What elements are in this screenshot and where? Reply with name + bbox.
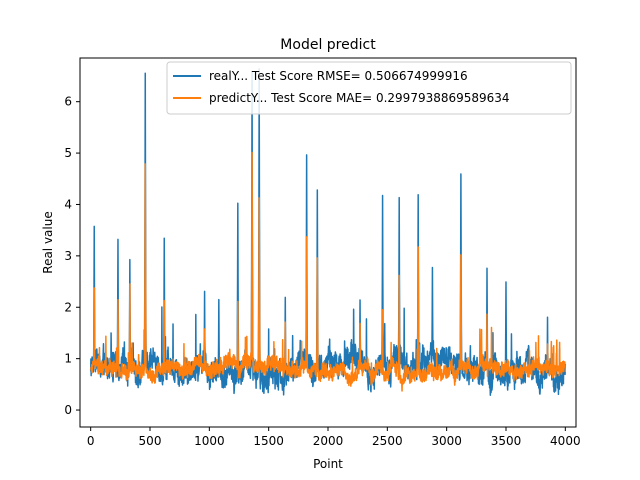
y-tick-label: 5 (64, 146, 72, 160)
x-tick-label: 2000 (313, 434, 344, 448)
y-tick-label: 4 (64, 197, 72, 211)
legend-entry-real: realY... Test Score RMSE= 0.506674999916 (209, 69, 468, 83)
x-tick-label: 4000 (550, 434, 581, 448)
x-tick-label: 1500 (253, 434, 284, 448)
series-layer (89, 68, 567, 396)
series-line-real (89, 68, 567, 396)
y-tick-label: 1 (64, 352, 72, 366)
series-line-predict (90, 151, 567, 392)
legend-box (166, 61, 572, 115)
x-tick-label: 3500 (491, 434, 522, 448)
x-tick-label: 0 (87, 434, 95, 448)
y-tick-label: 3 (64, 249, 72, 263)
x-axis: 0 500 1000 1500 2000 2500 3000 3500 4000 (87, 427, 581, 448)
chart-title: Model predict (280, 37, 376, 53)
y-axis: 0 1 2 3 4 5 6 (64, 95, 80, 417)
y-axis-label: Real value (41, 211, 55, 273)
x-tick-label: 3000 (431, 434, 462, 448)
x-tick-label: 2500 (372, 434, 403, 448)
x-tick-label: 500 (139, 434, 162, 448)
y-tick-label: 0 (64, 403, 72, 417)
legend-entry-predict: predictY... Test Score MAE= 0.2997938869… (209, 91, 510, 105)
x-tick-label: 1000 (194, 434, 225, 448)
y-tick-label: 2 (64, 300, 72, 314)
y-tick-label: 6 (64, 95, 72, 109)
legend: realY... Test Score RMSE= 0.506674999916… (166, 61, 572, 115)
x-axis-label: Point (313, 457, 343, 471)
